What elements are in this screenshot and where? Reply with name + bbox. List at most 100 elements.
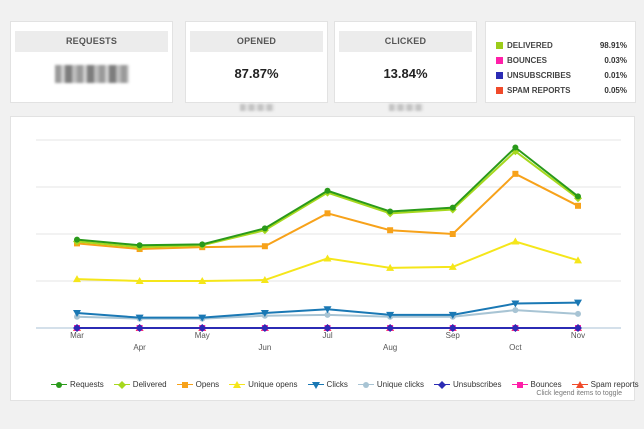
legend-label: Delivered: [132, 380, 167, 389]
data-point-unsubscribes: [260, 324, 269, 332]
status-swatch: [496, 87, 503, 94]
activity-line-chart: Mar Apr May Jun Jul Aug Sep Oct Nov: [36, 139, 621, 352]
legend-marker-icon: [229, 380, 246, 389]
data-point-clicks: [135, 314, 144, 322]
x-tick-label: Aug: [383, 343, 397, 352]
data-point-unique-opens: [198, 277, 207, 284]
x-tick-label: Sep: [446, 331, 461, 340]
data-point-clicks: [73, 309, 81, 317]
data-point-unique-opens: [260, 276, 269, 284]
legend-marker-shape: [438, 380, 447, 389]
data-point-clicks: [511, 300, 520, 308]
legend-item-bounces[interactable]: Bounces: [511, 380, 562, 389]
requests-card: REQUESTS: [10, 21, 173, 103]
data-point-requests: [449, 204, 456, 211]
opened-title: OPENED: [190, 31, 323, 52]
data-point-requests: [324, 187, 331, 194]
legend-item-clicks[interactable]: Clicks: [307, 380, 348, 389]
series-line-delivered: [76, 149, 579, 249]
data-point-unsubscribes: [73, 324, 81, 332]
data-point-clicks: [198, 314, 207, 322]
clicked-value: 13.84%: [383, 66, 428, 81]
legend-marker-icon: [434, 380, 451, 389]
x-tick-label: Apr: [133, 343, 146, 352]
data-point-unique-opens: [511, 237, 520, 245]
legend-label: Unique clicks: [376, 380, 425, 389]
status-percent: 0.03%: [604, 56, 627, 65]
legend-item-delivered[interactable]: Delivered: [113, 380, 167, 389]
legend-marker-icon: [357, 381, 374, 389]
legend-hint: Click legend items to toggle: [536, 390, 622, 397]
clicked-count-redacted: [388, 104, 423, 111]
legend-marker-shape: [181, 381, 188, 388]
chart-legend: Requests Delivered Opens Unique opens Clicks…: [51, 380, 644, 389]
legend-item-spam-reports[interactable]: Spam reports: [571, 380, 639, 389]
legend-item-unsubscribes[interactable]: Unsubscribes: [434, 380, 502, 389]
legend-marker-icon: [571, 380, 588, 389]
data-point-unique-opens: [73, 275, 81, 283]
data-point-requests: [74, 236, 80, 243]
delivery-status-list: DELIVERED 98.91% BOUNCES 0.03% UNSUBSCRIBES 0…: [496, 38, 627, 98]
legend-item-unique-clicks[interactable]: Unique clicks: [357, 380, 425, 389]
data-point-unsubscribes: [198, 324, 207, 332]
data-point-opens: [261, 243, 268, 250]
status-swatch: [496, 42, 503, 49]
legend-label: Clicks: [326, 380, 348, 389]
status-row-spam-reports: SPAM REPORTS 0.05%: [496, 83, 627, 98]
x-tick-label: Nov: [571, 331, 585, 340]
x-tick-label: Jun: [258, 343, 271, 352]
data-point-clicks: [574, 299, 582, 307]
legend-item-requests[interactable]: Requests: [51, 380, 104, 389]
data-point-unsubscribes: [574, 324, 582, 332]
data-point-unsubscribes: [511, 324, 520, 332]
legend-marker-shape: [233, 380, 242, 388]
legend-marker-shape: [56, 381, 62, 388]
legend-label: Spam reports: [590, 380, 639, 389]
status-percent: 98.91%: [599, 41, 627, 50]
data-point-requests: [575, 193, 581, 200]
legend-marker-icon: [307, 381, 324, 389]
data-point-clicks: [448, 311, 457, 319]
status-label: BOUNCES: [507, 56, 548, 65]
data-point-opens: [387, 227, 394, 234]
data-point-unique-clicks: [512, 307, 519, 314]
legend-item-unique-opens[interactable]: Unique opens: [229, 380, 298, 389]
data-point-opens: [449, 231, 456, 237]
data-point-opens: [575, 202, 581, 209]
legend-marker-shape: [117, 380, 126, 389]
data-point-requests: [387, 208, 394, 215]
legend-marker-shape: [362, 381, 369, 388]
status-percent: 0.01%: [604, 71, 627, 80]
data-point-unique-opens: [323, 254, 332, 262]
delivery-status-card: DELIVERED 98.91% BOUNCES 0.03% UNSUBSCRIBES 0…: [485, 21, 636, 103]
data-point-delivered: [511, 147, 520, 156]
legend-marker-icon: [511, 381, 528, 389]
activity-chart-panel: Mar Apr May Jun Jul Aug Sep Oct Nov Requests Deli…: [10, 116, 639, 401]
legend-label: Bounces: [530, 380, 562, 389]
status-label: DELIVERED: [507, 41, 553, 50]
data-point-unique-opens: [386, 263, 395, 271]
data-point-requests: [512, 144, 519, 151]
status-label: SPAM REPORTS: [507, 86, 571, 95]
legend-marker-icon: [176, 381, 193, 389]
legend-item-opens[interactable]: Opens: [176, 380, 219, 389]
x-tick-label: May: [195, 331, 210, 340]
legend-label: Unique opens: [248, 380, 298, 389]
data-point-clicks: [323, 306, 332, 314]
legend-marker-shape: [575, 380, 584, 388]
opened-value: 87.87%: [234, 66, 279, 81]
data-point-unsubscribes: [323, 324, 332, 332]
data-point-unsubscribes: [386, 324, 395, 332]
status-swatch: [496, 57, 503, 64]
data-point-unique-opens: [448, 262, 457, 270]
legend-marker-shape: [311, 381, 320, 389]
x-tick-label: Jul: [322, 331, 332, 340]
legend-label: Unsubscribes: [453, 380, 502, 389]
status-row-bounces: BOUNCES 0.03%: [496, 53, 627, 68]
data-point-unique-opens: [574, 256, 582, 264]
data-point-unsubscribes: [135, 324, 144, 332]
data-point-opens: [324, 210, 331, 217]
legend-marker-icon: [51, 381, 67, 389]
data-point-clicks: [386, 311, 395, 319]
legend-marker-icon: [113, 380, 130, 389]
